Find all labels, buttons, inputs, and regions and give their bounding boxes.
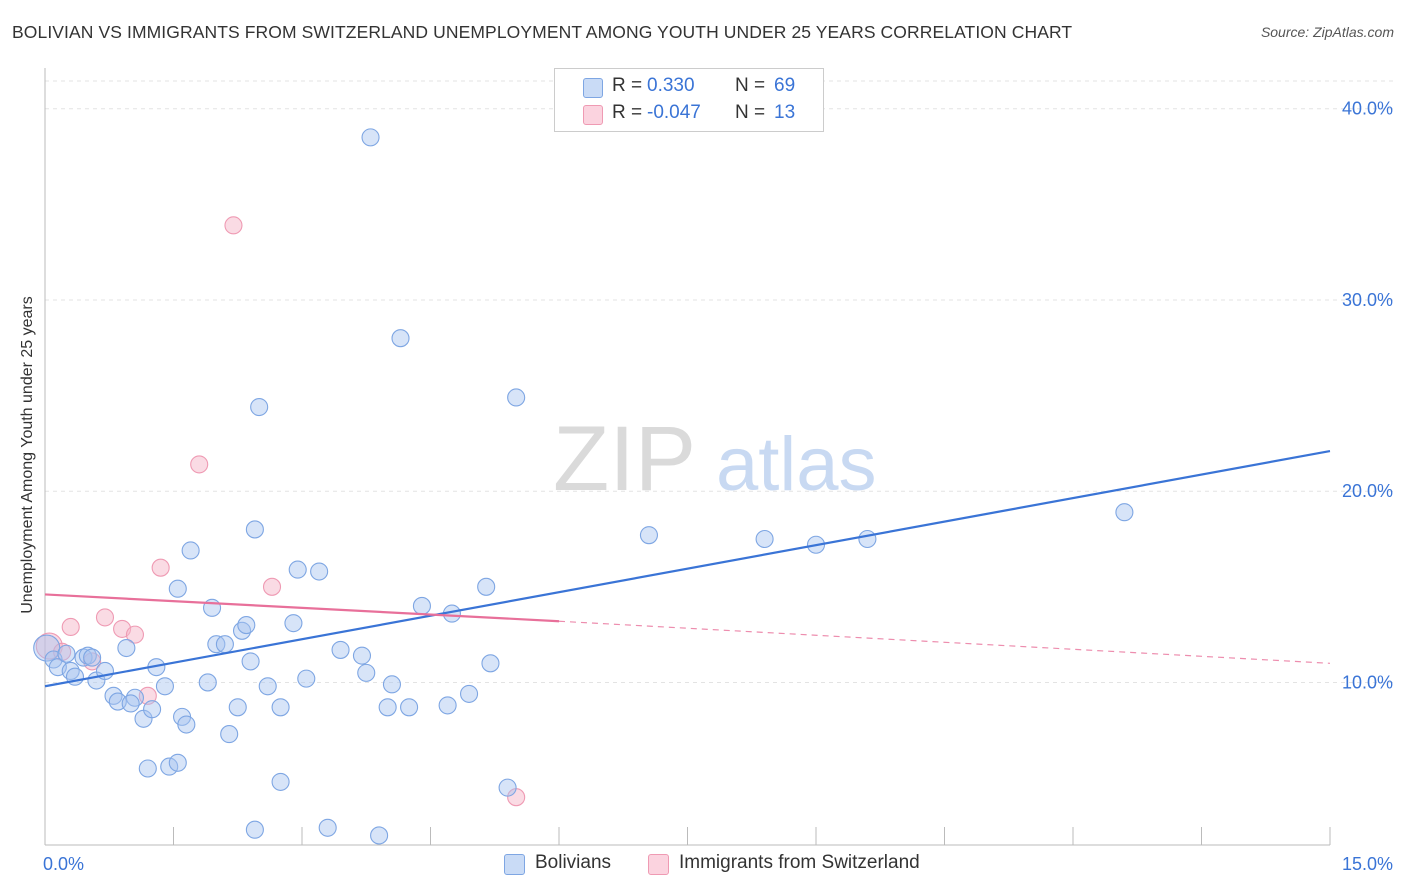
bolivian-trend-line <box>44 449 1331 688</box>
bolivian-point <box>382 675 402 694</box>
stats-row-bolivians: R = 0.330 N = 69 <box>555 74 823 100</box>
r-value: 0.330 <box>647 75 695 96</box>
bolivian-point <box>284 614 303 633</box>
r-label: R = <box>612 75 643 96</box>
bolivian-point <box>378 698 397 717</box>
swiss-trend-line <box>44 593 560 623</box>
watermark-zip: ZIP <box>553 408 696 510</box>
y-tick-label-3: 40.0% <box>1342 99 1393 119</box>
bolivian-point <box>498 778 517 797</box>
y-tick-label-0: 10.0% <box>1342 672 1393 692</box>
bolivian-point <box>258 677 277 696</box>
bolivian-point <box>412 596 431 615</box>
n-value: 13 <box>774 102 796 123</box>
bolivian-point <box>481 654 500 673</box>
legend-label-bolivians: Bolivians <box>535 852 612 873</box>
bottom-legend: Bolivians Immigrants from Switzerland <box>0 852 1406 882</box>
bolivian-point <box>288 560 307 579</box>
swiss-point <box>262 577 282 596</box>
bolivian-point <box>168 579 187 598</box>
bolivian-point <box>361 128 380 147</box>
source-label: Source: ZipAtlas.com <box>1260 24 1394 40</box>
bolivian-point <box>271 772 290 791</box>
r-label: R = <box>612 102 643 123</box>
watermark: ZIP atlas <box>553 408 877 510</box>
bolivian-point <box>215 635 234 654</box>
bolivian-point <box>250 397 269 417</box>
tick-labels: 10.0% 20.0% 30.0% 40.0% 0.0% 15.0% <box>43 99 1393 874</box>
bolivian-point <box>155 677 174 696</box>
bolivian-point <box>370 826 389 845</box>
x-tick-label-1: 15.0% <box>1342 854 1393 874</box>
watermark-atlas: atlas <box>716 422 877 507</box>
bolivian-point <box>121 694 140 713</box>
bolivian-point <box>391 329 410 348</box>
legend-swatch-bolivians <box>504 854 525 875</box>
swiss-point <box>151 558 170 577</box>
chart-title: BOLIVIAN VS IMMIGRANTS FROM SWITZERLAND … <box>12 22 1073 42</box>
bolivian-point <box>357 663 376 682</box>
bolivian-point <box>477 577 496 596</box>
swiss-point <box>125 625 144 644</box>
x-tick-label-0: 0.0% <box>43 854 84 874</box>
bolivian-point <box>1115 503 1134 522</box>
series-swiss-points <box>35 216 526 807</box>
bolivian-point <box>858 529 877 549</box>
bolivian-point <box>245 820 264 839</box>
legend-label-swiss: Immigrants from Switzerland <box>679 852 920 873</box>
swiss-trend-line-extrapolated <box>558 620 1331 664</box>
bolivian-point <box>245 520 264 539</box>
bolivian-point <box>310 562 329 581</box>
stats-legend: R = 0.330 N = 69 R = -0.047 N = 13 <box>554 68 824 132</box>
bolivian-point <box>117 638 136 658</box>
r-value: -0.047 <box>647 102 701 123</box>
swiss-point <box>95 608 115 627</box>
bolivian-point <box>331 640 350 659</box>
bolivian-point <box>459 684 479 703</box>
stats-row-swiss: R = -0.047 N = 13 <box>555 101 823 127</box>
n-value: 69 <box>774 75 796 96</box>
bolivian-point <box>228 698 247 717</box>
bolivian-point <box>181 541 200 560</box>
bolivian-point <box>438 696 457 715</box>
swiss-point <box>61 617 80 637</box>
y-tick-label-1: 20.0% <box>1342 481 1393 501</box>
bolivian-point <box>237 616 256 635</box>
bolivian-point <box>400 698 419 717</box>
y-tick-label-2: 30.0% <box>1342 290 1393 310</box>
axes <box>44 68 1331 846</box>
bolivian-point <box>160 757 179 776</box>
bolivian-point <box>57 644 76 663</box>
series-bolivians-points <box>33 128 1134 845</box>
bolivian-point <box>318 818 337 837</box>
bolivian-point <box>198 673 217 692</box>
bolivian-point <box>168 753 187 772</box>
legend-swatch-swiss <box>583 105 603 125</box>
swiss-point <box>224 216 243 235</box>
bolivian-point <box>352 646 372 665</box>
swiss-point <box>190 455 209 474</box>
legend-swatch-swiss <box>648 854 669 875</box>
bolivian-point <box>271 698 290 717</box>
legend-swatch-bolivians <box>583 78 603 98</box>
bolivian-point <box>83 648 102 667</box>
trend-lines <box>44 449 1331 688</box>
bolivian-point <box>297 669 316 688</box>
bolivian-point <box>177 715 196 734</box>
bolivian-point <box>143 700 162 719</box>
bolivian-point <box>507 388 526 407</box>
n-label: N = <box>735 75 766 96</box>
bolivian-point <box>138 759 157 778</box>
bolivian-point <box>241 652 260 671</box>
bolivian-point <box>755 529 774 549</box>
bolivian-point <box>220 725 239 744</box>
grid-lines <box>45 80 1393 683</box>
bolivian-point <box>639 526 659 545</box>
n-label: N = <box>735 102 766 123</box>
